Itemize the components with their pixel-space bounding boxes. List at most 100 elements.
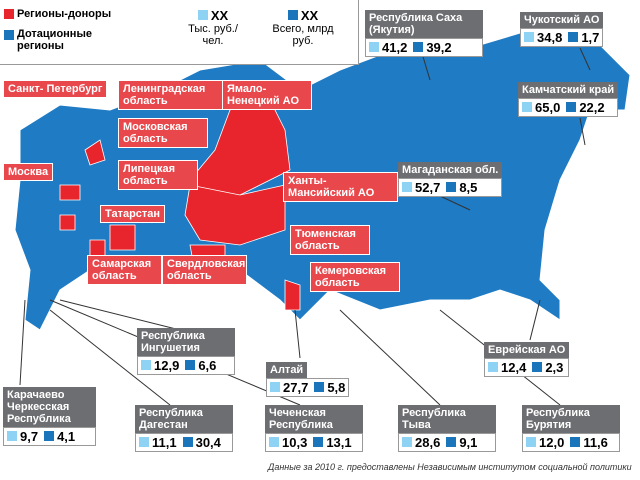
value-swatch — [269, 437, 279, 447]
value-item: 41,2 — [369, 40, 407, 55]
value-swatch — [522, 102, 532, 112]
callout: Республика Ингушетия 12,9 6,6 — [137, 328, 235, 375]
donor-label: Москва — [3, 163, 54, 181]
value-item: 52,7 — [402, 180, 440, 195]
donor-areas — [59, 89, 301, 311]
callout: Магаданская обл. 52,7 8,5 — [398, 160, 503, 197]
value-text: 65,0 — [535, 100, 561, 115]
callout-title: Чукотский АО — [520, 12, 604, 28]
callout-values: 65,0 22,2 — [518, 98, 619, 117]
callout-title: Магаданская обл. — [398, 162, 503, 178]
value-item: 1,7 — [568, 30, 599, 45]
callout-title: Республика Тыва — [398, 405, 496, 433]
callout: Республика Бурятия 12,0 11,6 — [522, 405, 620, 452]
callout: Республика Дагестан 11,1 30,4 — [135, 405, 233, 452]
callout-title: Республика Саха (Якутия) — [365, 10, 483, 38]
callout: Чеченская Республика 10,3 13,1 — [265, 405, 363, 452]
value-text: 13,1 — [326, 435, 352, 450]
value-text: 6,6 — [198, 358, 217, 373]
callout-values: 34,8 1,7 — [520, 28, 604, 47]
value-item: 8,5 — [446, 180, 477, 195]
legend-key1: ХХ Тыс. руб./ чел. — [178, 8, 248, 47]
value-text: 22,2 — [579, 100, 605, 115]
value-text: 8,5 — [459, 180, 478, 195]
callout-title: Еврейская АО — [484, 342, 570, 358]
donor-label: Ханты-Мансийский АО — [283, 172, 398, 202]
donor-label: Тюменская область — [290, 225, 370, 255]
value-text: 39,2 — [426, 40, 452, 55]
legend-subsidized: Дотационные регионы — [4, 28, 124, 52]
value-item: 13,1 — [313, 435, 352, 450]
value-swatch — [139, 437, 149, 447]
value-item: 27,7 — [270, 380, 308, 395]
donor-label: Липецкая область — [118, 160, 198, 190]
value-item: 11,6 — [570, 435, 608, 450]
value-item: 12,4 — [488, 360, 526, 375]
callout-values: 9,7 4,1 — [3, 427, 96, 446]
donor-label: Ямало-Ненецкий АО — [222, 80, 312, 110]
callout-values: 27,7 5,8 — [266, 378, 350, 397]
value-item: 22,2 — [566, 100, 605, 115]
value-text: 1,7 — [581, 30, 600, 45]
value-swatch — [402, 437, 412, 447]
value-item: 4,1 — [44, 429, 75, 444]
legend-label: Регионы-доноры — [17, 8, 112, 20]
value-swatch — [369, 42, 379, 52]
value-swatch — [446, 437, 457, 447]
value-text: 52,7 — [415, 180, 441, 195]
value-swatch — [488, 362, 498, 372]
value-swatch — [566, 102, 577, 112]
value-item: 12,0 — [526, 435, 564, 450]
callout: Еврейская АО 12,4 2,3 — [484, 340, 570, 377]
callout-title: Чеченская Республика — [265, 405, 363, 433]
legend: Регионы-доноры Дотационные регионы ХХ Тыс… — [0, 0, 359, 65]
value-item: 9,1 — [446, 435, 477, 450]
legend-key2: ХХ Всего, млрд руб. — [268, 8, 338, 47]
value-text: 10,3 — [282, 435, 308, 450]
value-text: 11,1 — [152, 435, 177, 450]
callout: Республика Саха (Якутия) 41,2 39,2 — [365, 10, 483, 57]
value-text: 12,0 — [539, 435, 565, 450]
callout: Камчатский край 65,0 22,2 — [518, 80, 619, 117]
callout-values: 10,3 13,1 — [265, 433, 363, 452]
value-item: 6,6 — [185, 358, 216, 373]
key-value: ХХ — [210, 8, 229, 23]
callout-title: Республика Ингушетия — [137, 328, 235, 356]
value-text: 9,7 — [20, 429, 39, 444]
donor-label: Санкт- Петербург — [3, 80, 108, 98]
value-text: 30,4 — [195, 435, 221, 450]
value-item: 12,9 — [141, 358, 179, 373]
legend-label: Дотационные регионы — [17, 28, 92, 52]
value-swatch — [314, 382, 325, 392]
value-swatch — [313, 437, 324, 447]
donor-label: Кемеровская область — [310, 262, 400, 292]
value-text: 4,1 — [57, 429, 76, 444]
key-label: Тыс. руб./ чел. — [188, 23, 238, 47]
donor-label: Ленинградская область — [118, 80, 223, 110]
value-text: 5,8 — [327, 380, 346, 395]
callout-values: 11,1 30,4 — [135, 433, 233, 452]
callout-title: Республика Бурятия — [522, 405, 620, 433]
callout-title: Алтай — [266, 362, 308, 378]
value-text: 28,6 — [415, 435, 441, 450]
value-swatch — [270, 382, 280, 392]
value-item: 39,2 — [413, 40, 452, 55]
value-text: 34,8 — [537, 30, 563, 45]
value-text: 2,3 — [545, 360, 564, 375]
value-text: 11,6 — [583, 435, 608, 450]
donor-label: Свердловская область — [162, 255, 247, 285]
value-swatch — [524, 32, 534, 42]
value-swatch — [568, 32, 579, 42]
value-swatch — [7, 431, 17, 441]
callout-values: 12,4 2,3 — [484, 358, 570, 377]
callout-values: 41,2 39,2 — [365, 38, 483, 57]
value-swatch — [532, 362, 543, 372]
callout-values: 28,6 9,1 — [398, 433, 496, 452]
callout: Карачаево Черкесская Республика 9,7 4,1 — [3, 387, 96, 446]
donor-label: Самарская область — [87, 255, 162, 285]
callout-values: 12,0 11,6 — [522, 433, 620, 452]
value-swatch — [526, 437, 536, 447]
value-item: 9,7 — [7, 429, 38, 444]
legend-donor: Регионы-доноры — [4, 8, 111, 20]
